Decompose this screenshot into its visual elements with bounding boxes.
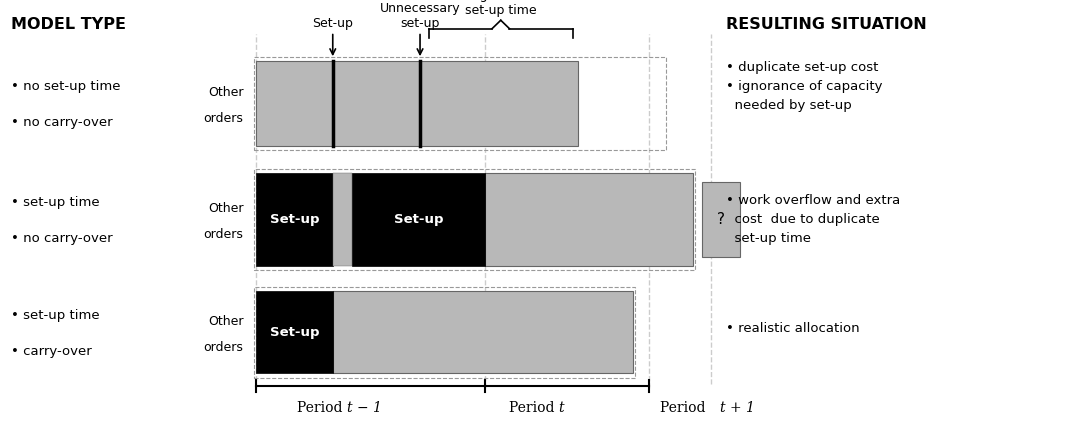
Text: • no carry-over: • no carry-over [11,116,112,129]
Text: Period: Period [660,401,710,416]
Bar [333,291,633,373]
Text: Set-up: Set-up [312,16,353,30]
Text: Unnecessary
set-up: Unnecessary set-up [380,2,460,30]
Text: • carry-over: • carry-over [11,345,92,358]
Bar [254,287,635,378]
Text: Set-up: Set-up [394,213,444,226]
Bar [256,173,333,266]
Bar [352,173,485,266]
Text: orders: orders [203,341,243,354]
Text: t + 1: t + 1 [720,401,755,416]
Text: • realistic allocation: • realistic allocation [726,322,859,335]
Bar [254,57,666,150]
Text: Other: Other [207,203,243,215]
Text: Period: Period [297,401,347,416]
Text: t − 1: t − 1 [347,401,382,416]
Text: • duplicate set-up cost
• ignorance of capacity
  needed by set-up: • duplicate set-up cost • ignorance of c… [726,61,882,112]
Text: t: t [559,401,564,416]
Text: MODEL TYPE: MODEL TYPE [11,17,125,32]
Text: • set-up time: • set-up time [11,196,99,209]
Bar [254,169,695,270]
Text: Set-up: Set-up [269,213,320,226]
Bar [256,61,578,146]
Text: orders: orders [203,112,243,124]
Text: Set-up: Set-up [269,326,320,339]
Bar [485,173,693,266]
Text: RESULTING SITUATION: RESULTING SITUATION [726,17,926,32]
Bar [333,173,352,266]
Bar [702,182,740,257]
Text: • set-up time: • set-up time [11,309,99,322]
Text: Period: Period [508,401,559,416]
Text: • no carry-over: • no carry-over [11,232,112,245]
Text: ?: ? [717,212,724,227]
Text: Ignored
set-up time: Ignored set-up time [465,0,537,17]
Text: • no set-up time: • no set-up time [11,80,120,93]
Bar [256,291,333,373]
Text: • work overflow and extra
  cost  due to duplicate
  set-up time: • work overflow and extra cost due to du… [726,194,900,245]
Text: Other: Other [207,315,243,328]
Text: orders: orders [203,228,243,241]
Text: Other: Other [207,87,243,99]
